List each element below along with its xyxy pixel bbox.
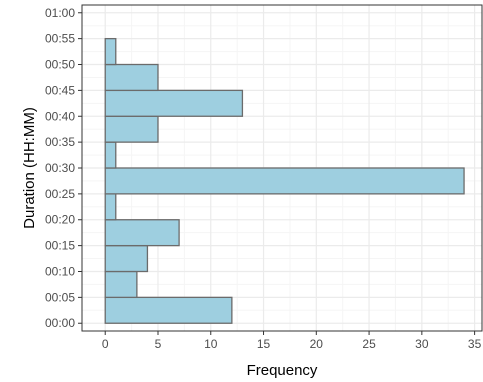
y-tick-label: 00:35: [45, 135, 75, 149]
x-tick-label: 15: [257, 337, 271, 351]
histogram-bar: [104, 63, 159, 92]
x-tick-label: 5: [155, 337, 162, 351]
histogram-bar: [104, 270, 138, 299]
histogram-bar: [104, 167, 465, 195]
y-tick-label: 00:45: [45, 83, 75, 97]
histogram-bar: [104, 193, 117, 221]
x-tick-label: 25: [362, 337, 376, 351]
y-tick-label: 00:15: [45, 239, 75, 253]
y-tick-label: 00:50: [45, 58, 75, 72]
x-axis-title: Frequency: [247, 362, 318, 379]
y-axis-title: Duration (HH:MM): [21, 107, 38, 229]
y-tick-label: 00:20: [45, 213, 75, 227]
bars-layer: [104, 37, 465, 324]
y-tick-label: 00:55: [45, 32, 75, 46]
histogram-bar: [104, 219, 180, 247]
histogram-bar: [104, 244, 149, 273]
y-tick-label: 00:00: [45, 316, 75, 330]
y-tick-label: 00:10: [45, 264, 75, 278]
x-tick-label: 35: [468, 337, 482, 351]
x-tick-label: 30: [415, 337, 429, 351]
x-tick-label: 10: [204, 337, 218, 351]
y-tick-label: 00:25: [45, 187, 75, 201]
x-axis: 0 5 10 15 20 25 30 35: [102, 331, 482, 351]
y-tick-label: 00:40: [45, 109, 75, 123]
histogram-bar: [104, 296, 233, 324]
x-tick-label: 0: [102, 337, 109, 351]
histogram-bar: [104, 115, 159, 143]
histogram-bar: [104, 89, 244, 117]
histogram-bar: [104, 141, 117, 169]
y-axis: 00:00 00:05 00:10 00:15 00:20 00:25 00:30 00:35…: [45, 6, 82, 330]
y-tick-label: 00:05: [45, 290, 75, 304]
x-tick-label: 20: [310, 337, 324, 351]
y-tick-label: 01:00: [45, 6, 75, 20]
y-tick-label: 00:30: [45, 161, 75, 175]
histogram-bar: [104, 37, 117, 66]
